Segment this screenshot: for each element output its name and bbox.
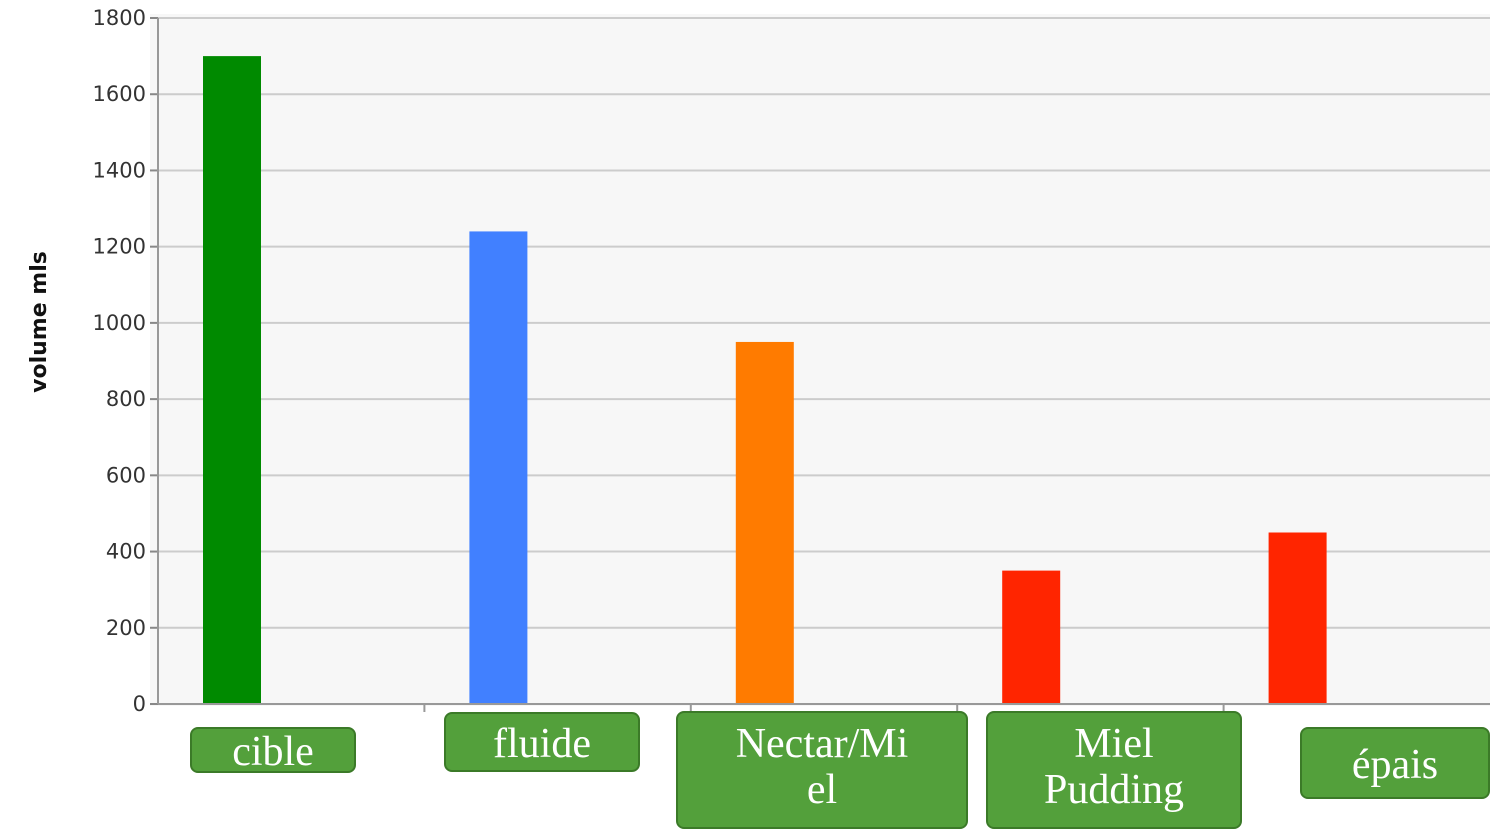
bar-2 bbox=[735, 341, 794, 704]
y-tick-label: 800 bbox=[106, 387, 146, 411]
y-tick-label: 1200 bbox=[93, 235, 146, 259]
y-tick-label: 400 bbox=[106, 540, 146, 564]
y-tick-label: 1600 bbox=[93, 82, 146, 106]
category-label-text: el bbox=[806, 767, 838, 813]
y-tick-label: 600 bbox=[106, 463, 146, 487]
y-tick-label: 1400 bbox=[93, 158, 146, 182]
category-label-text: Pudding bbox=[1043, 767, 1185, 813]
bar-1 bbox=[469, 231, 528, 704]
category-label-text: Nectar/Mi bbox=[735, 721, 909, 767]
bar-3 bbox=[1002, 570, 1061, 704]
category-label-text: cible bbox=[232, 729, 314, 775]
category-label-2: Nectar/Mi el bbox=[676, 711, 968, 829]
y-tick-label: 1000 bbox=[93, 311, 146, 335]
category-label-4: épais bbox=[1300, 727, 1490, 799]
category-label-text: épais bbox=[1351, 742, 1439, 788]
y-axis-title: volume mls bbox=[27, 251, 52, 393]
category-label-1: fluide bbox=[444, 712, 640, 772]
axes: 0 200 400 600 800 1000 1200 1400 1600 1800 bbox=[93, 6, 1490, 716]
gridlines bbox=[158, 17, 1490, 629]
y-tick-label: 1800 bbox=[93, 6, 146, 30]
category-label-3: Miel Pudding bbox=[986, 711, 1242, 829]
y-tick-label: 0 bbox=[133, 692, 146, 716]
bar-4 bbox=[1268, 532, 1327, 704]
category-label-text: Miel bbox=[1074, 721, 1154, 767]
plot-area bbox=[150, 14, 1490, 706]
category-label-0: cible bbox=[190, 727, 356, 775]
category-label-text: fluide bbox=[493, 721, 591, 767]
bars bbox=[203, 56, 1327, 705]
bar-0 bbox=[203, 56, 261, 705]
y-tick-label: 200 bbox=[106, 616, 146, 640]
